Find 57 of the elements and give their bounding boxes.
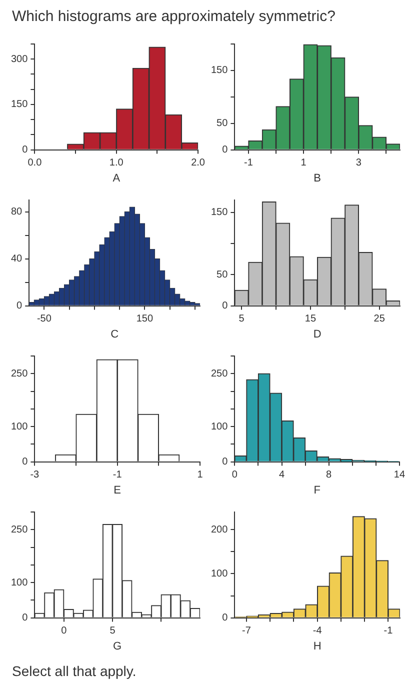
y-tick-label: 150 xyxy=(10,99,28,110)
x-axis-title: D xyxy=(313,328,322,340)
y-tick-label: 50 xyxy=(216,269,228,280)
x-tick-label: -1 xyxy=(112,470,122,481)
x-tick-label: 0 xyxy=(232,470,238,481)
y-tick-label: 250 xyxy=(10,368,28,380)
y-tick-label: 0 xyxy=(22,612,28,624)
x-tick-label: -7 xyxy=(242,626,252,637)
x-tick-label: 4 xyxy=(278,470,285,481)
x-tick-label: 1.0 xyxy=(109,158,124,169)
x-tick-label: 25 xyxy=(374,314,386,325)
x-tick-label: 150 xyxy=(136,314,154,325)
x-tick-label: 0 xyxy=(61,626,68,637)
x-tick-label: 1 xyxy=(197,470,204,481)
y-tick-label: 250 xyxy=(10,524,28,536)
x-tick-label: 15 xyxy=(304,314,316,325)
y-tick-label: 40 xyxy=(11,254,23,265)
y-tick-label: 100 xyxy=(10,577,28,588)
x-axis-title: B xyxy=(314,172,322,184)
x-tick-label: -1 xyxy=(244,158,254,169)
y-tick-label: 0 xyxy=(22,456,28,468)
y-tick-label: 0 xyxy=(16,300,23,312)
x-tick-label: -1 xyxy=(384,626,394,637)
x-tick-label: -50 xyxy=(36,314,52,325)
x-axis-title: E xyxy=(114,484,122,496)
x-tick-label: 5 xyxy=(110,626,116,637)
x-tick-label: 0.0 xyxy=(28,158,42,169)
y-tick-label: 100 xyxy=(10,421,28,432)
y-tick-label: 100 xyxy=(210,421,228,432)
x-axis-title: C xyxy=(110,328,119,340)
x-tick-label: 2.0 xyxy=(191,158,206,169)
x-axis-title: F xyxy=(314,484,321,496)
y-tick-label: 100 xyxy=(210,568,228,580)
text: Select all that apply. xyxy=(12,663,138,679)
y-tick-label: 300 xyxy=(10,54,28,65)
y-tick-label: 200 xyxy=(210,524,228,536)
x-tick-label: 14 xyxy=(394,470,406,481)
x-tick-label: 5 xyxy=(238,314,245,325)
y-tick-label: 80 xyxy=(11,206,23,218)
chart-title: Which histograms are approximately symmetric? xyxy=(12,8,336,25)
y-tick-label: 0 xyxy=(222,456,228,468)
y-tick-label: 50 xyxy=(216,118,228,130)
x-axis-title: H xyxy=(313,640,322,652)
x-tick-label: -4 xyxy=(312,626,322,637)
x-axis-title: A xyxy=(112,172,121,184)
y-tick-label: 150 xyxy=(210,207,228,218)
x-tick-label: 8 xyxy=(326,470,332,481)
y-tick-label: 250 xyxy=(210,368,228,380)
y-tick-label: 0 xyxy=(222,612,228,624)
x-tick-label: 1 xyxy=(300,158,307,169)
y-tick-label: 0 xyxy=(22,144,28,156)
y-tick-label: 150 xyxy=(210,65,228,76)
y-tick-label: 0 xyxy=(222,300,228,312)
y-tick-label: 0 xyxy=(222,144,228,156)
x-tick-label: -3 xyxy=(30,470,40,481)
x-axis-title: G xyxy=(113,640,122,652)
x-tick-label: 3 xyxy=(356,158,362,169)
